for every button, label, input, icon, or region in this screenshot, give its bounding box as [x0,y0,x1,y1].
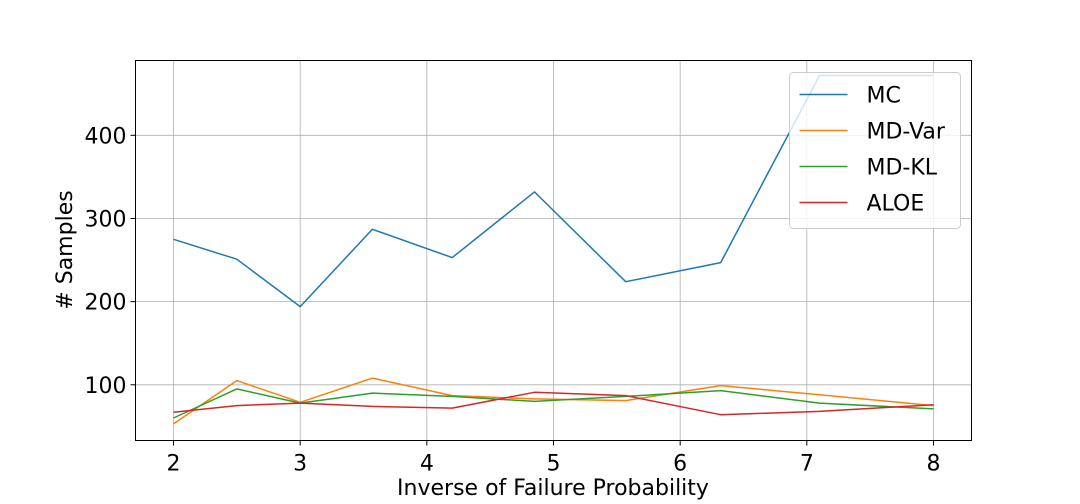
legend-label: MC [867,84,901,109]
x-tick-label: 3 [293,452,307,477]
x-tick-label: 4 [420,452,434,477]
x-tick-label: 6 [673,452,687,477]
series-line-aloe [173,391,934,416]
legend-label: ALOE [867,192,925,217]
series-line-md-kl [173,388,934,419]
y-axis-ticks: 100 200 300 400 [85,124,136,399]
y-tick-label: 400 [85,124,127,149]
legend-box [789,72,961,229]
y-tick-label: 100 [85,374,127,399]
legend-label: MD-KL [867,156,938,181]
legend: MC MD-Var MD-KL ALOE [789,72,961,229]
series-line-md-var [173,377,934,425]
x-axis-label: Inverse of Failure Probability [397,476,709,501]
series-line-mc [173,74,934,308]
x-tick-label: 2 [167,452,181,477]
x-tick-label: 8 [927,452,941,477]
x-tick-label: 7 [800,452,814,477]
x-tick-label: 5 [547,452,561,477]
y-axis-label: # Samples [53,190,78,309]
y-tick-label: 300 [85,207,127,232]
y-tick-label: 200 [85,291,127,316]
series-lines [173,74,934,425]
legend-label: MD-Var [867,120,946,145]
x-axis-ticks: 2 3 4 5 6 7 8 [167,440,941,477]
